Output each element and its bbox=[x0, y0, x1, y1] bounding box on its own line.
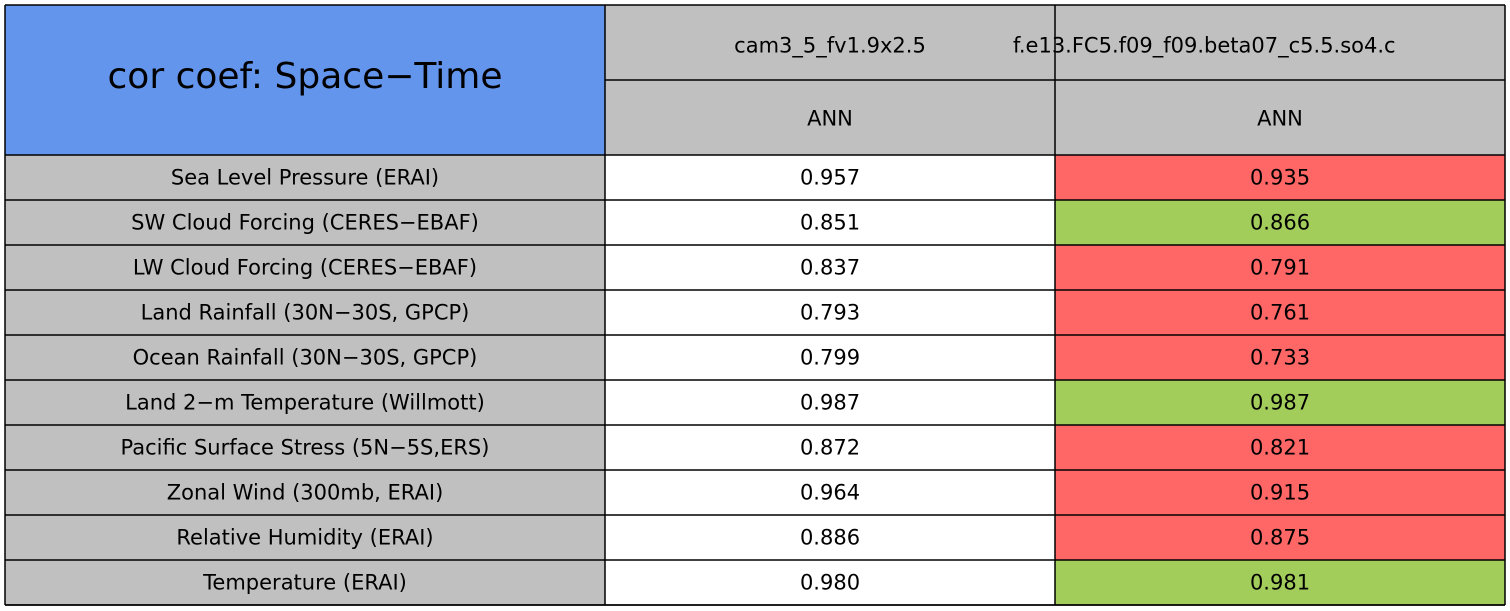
cell-value: 0.733 bbox=[1250, 346, 1310, 370]
value-cell bbox=[605, 560, 1055, 605]
value-cell bbox=[1055, 290, 1505, 335]
row-label: Temperature (ERAI) bbox=[202, 571, 407, 595]
row-label: LW Cloud Forcing (CERES−EBAF) bbox=[133, 256, 477, 280]
value-cell bbox=[605, 380, 1055, 425]
cell-value: 0.851 bbox=[800, 211, 860, 235]
cell-value: 0.957 bbox=[800, 166, 860, 190]
row-label: Zonal Wind (300mb, ERAI) bbox=[167, 481, 444, 505]
cell-value: 0.981 bbox=[1250, 571, 1310, 595]
cell-value: 0.793 bbox=[800, 301, 860, 325]
row-label: Ocean Rainfall (30N−30S, GPCP) bbox=[133, 346, 478, 370]
value-cell bbox=[1055, 380, 1505, 425]
column-season: ANN bbox=[1257, 107, 1303, 131]
row-label-cell bbox=[5, 335, 605, 380]
cell-value: 0.761 bbox=[1250, 301, 1310, 325]
row-label-cell bbox=[5, 380, 605, 425]
cell-value: 0.791 bbox=[1250, 256, 1310, 280]
value-cell bbox=[1055, 515, 1505, 560]
cell-value: 0.872 bbox=[800, 436, 860, 460]
row-label: SW Cloud Forcing (CERES−EBAF) bbox=[131, 211, 479, 235]
value-cell bbox=[605, 200, 1055, 245]
cell-value: 0.837 bbox=[800, 256, 860, 280]
column-case: cam3_5_fv1.9x2.5 bbox=[734, 34, 926, 59]
value-cell bbox=[1055, 155, 1505, 200]
value-cell bbox=[605, 515, 1055, 560]
row-label-cell bbox=[5, 290, 605, 335]
cell-value: 0.980 bbox=[800, 571, 860, 595]
row-label-cell bbox=[5, 470, 605, 515]
value-cell bbox=[1055, 200, 1505, 245]
table-title: cor coef: Space−Time bbox=[108, 56, 503, 97]
cell-value: 0.821 bbox=[1250, 436, 1310, 460]
row-label: Relative Humidity (ERAI) bbox=[176, 526, 433, 550]
value-cell bbox=[1055, 560, 1505, 605]
row-label-cell bbox=[5, 245, 605, 290]
cell-value: 0.987 bbox=[800, 391, 860, 415]
value-cell bbox=[1055, 470, 1505, 515]
value-cell bbox=[605, 155, 1055, 200]
row-label-cell bbox=[5, 200, 605, 245]
value-cell bbox=[605, 425, 1055, 470]
row-label: Pacific Surface Stress (5N−5S,ERS) bbox=[121, 436, 490, 460]
column-season: ANN bbox=[807, 107, 853, 131]
row-label: Sea Level Pressure (ERAI) bbox=[171, 166, 439, 190]
column-case: f.e13.FC5.f09_f09.beta07_c5.5.so4.c bbox=[1013, 34, 1396, 59]
row-label: Land 2−m Temperature (Willmott) bbox=[125, 391, 485, 415]
cell-value: 0.915 bbox=[1250, 481, 1310, 505]
cell-value: 0.935 bbox=[1250, 166, 1310, 190]
value-cell bbox=[605, 335, 1055, 380]
cell-value: 0.875 bbox=[1250, 526, 1310, 550]
value-cell bbox=[1055, 425, 1505, 470]
table-body: Sea Level Pressure (ERAI) 0.957 0.935 SW Cl… bbox=[4, 4, 1506, 606]
title-cell bbox=[5, 5, 605, 155]
cell-value: 0.987 bbox=[1250, 391, 1310, 415]
cell-value: 0.799 bbox=[800, 346, 860, 370]
row-label-cell bbox=[5, 560, 605, 605]
value-cell bbox=[605, 470, 1055, 515]
cell-value: 0.964 bbox=[800, 481, 860, 505]
row-label-cell bbox=[5, 425, 605, 470]
row-label: Land Rainfall (30N−30S, GPCP) bbox=[141, 301, 470, 325]
cell-value: 0.866 bbox=[1250, 211, 1310, 235]
value-cell bbox=[1055, 335, 1505, 380]
value-cell bbox=[1055, 245, 1505, 290]
value-cell bbox=[605, 245, 1055, 290]
cell-value: 0.886 bbox=[800, 526, 860, 550]
row-label-cell bbox=[5, 515, 605, 560]
value-cell bbox=[605, 290, 1055, 335]
row-label-cell bbox=[5, 155, 605, 200]
